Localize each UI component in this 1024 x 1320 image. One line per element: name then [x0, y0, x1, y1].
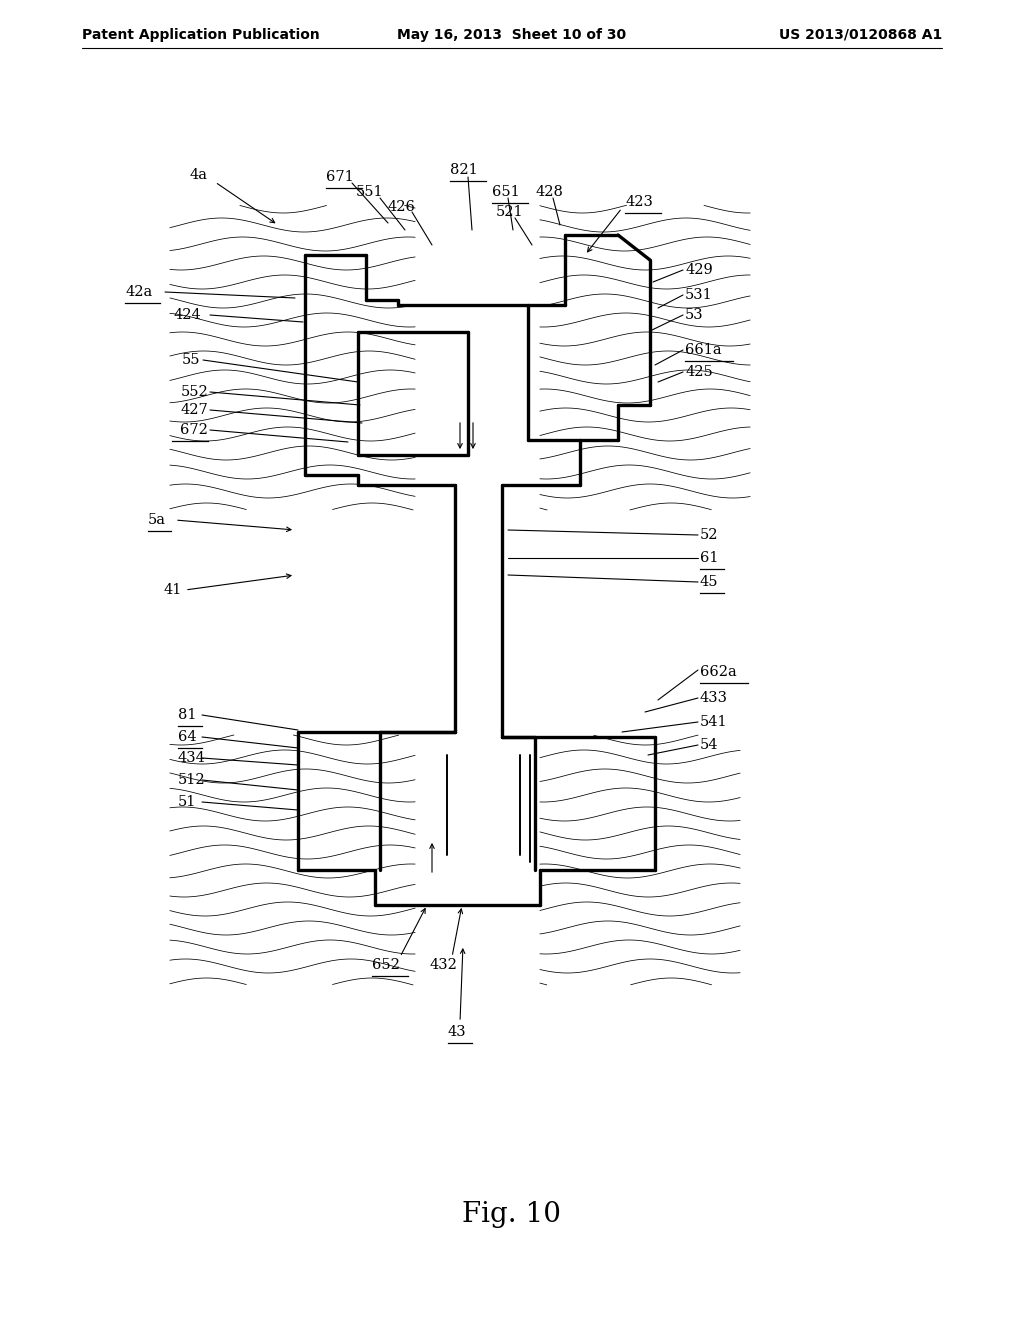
Text: 652: 652: [372, 958, 400, 972]
Text: 423: 423: [625, 195, 653, 209]
Text: 81: 81: [178, 708, 197, 722]
Text: 52: 52: [700, 528, 719, 543]
Text: 541: 541: [700, 715, 728, 729]
Text: 427: 427: [180, 403, 208, 417]
Text: 55: 55: [181, 352, 200, 367]
Text: 551: 551: [356, 185, 384, 199]
Text: 42a: 42a: [125, 285, 153, 300]
Text: 662a: 662a: [700, 665, 736, 678]
Text: 531: 531: [685, 288, 713, 302]
Text: 433: 433: [700, 690, 728, 705]
Text: 51: 51: [178, 795, 197, 809]
Text: 428: 428: [535, 185, 563, 199]
Text: 53: 53: [685, 308, 703, 322]
Text: 64: 64: [178, 730, 197, 744]
Text: 651: 651: [492, 185, 520, 199]
Text: 552: 552: [180, 385, 208, 399]
Text: 432: 432: [430, 958, 458, 972]
Text: 821: 821: [450, 162, 478, 177]
Text: May 16, 2013  Sheet 10 of 30: May 16, 2013 Sheet 10 of 30: [397, 28, 627, 42]
Text: 4a: 4a: [190, 168, 208, 182]
Text: 661a: 661a: [685, 343, 722, 356]
Text: 424: 424: [173, 308, 201, 322]
Text: 521: 521: [496, 205, 523, 219]
Text: Patent Application Publication: Patent Application Publication: [82, 28, 319, 42]
Text: 512: 512: [178, 774, 206, 787]
Text: 45: 45: [700, 576, 719, 589]
Text: 429: 429: [685, 263, 713, 277]
Text: 43: 43: [449, 1026, 467, 1039]
Text: 425: 425: [685, 366, 713, 379]
Text: US 2013/0120868 A1: US 2013/0120868 A1: [778, 28, 942, 42]
Text: Fig. 10: Fig. 10: [463, 1201, 561, 1229]
Text: 54: 54: [700, 738, 719, 752]
Text: 672: 672: [180, 422, 208, 437]
Text: 5a: 5a: [148, 513, 166, 527]
Text: 671: 671: [326, 170, 353, 183]
Text: 434: 434: [178, 751, 206, 766]
Text: 41: 41: [163, 583, 181, 597]
Text: 61: 61: [700, 550, 719, 565]
Text: 426: 426: [388, 201, 416, 214]
